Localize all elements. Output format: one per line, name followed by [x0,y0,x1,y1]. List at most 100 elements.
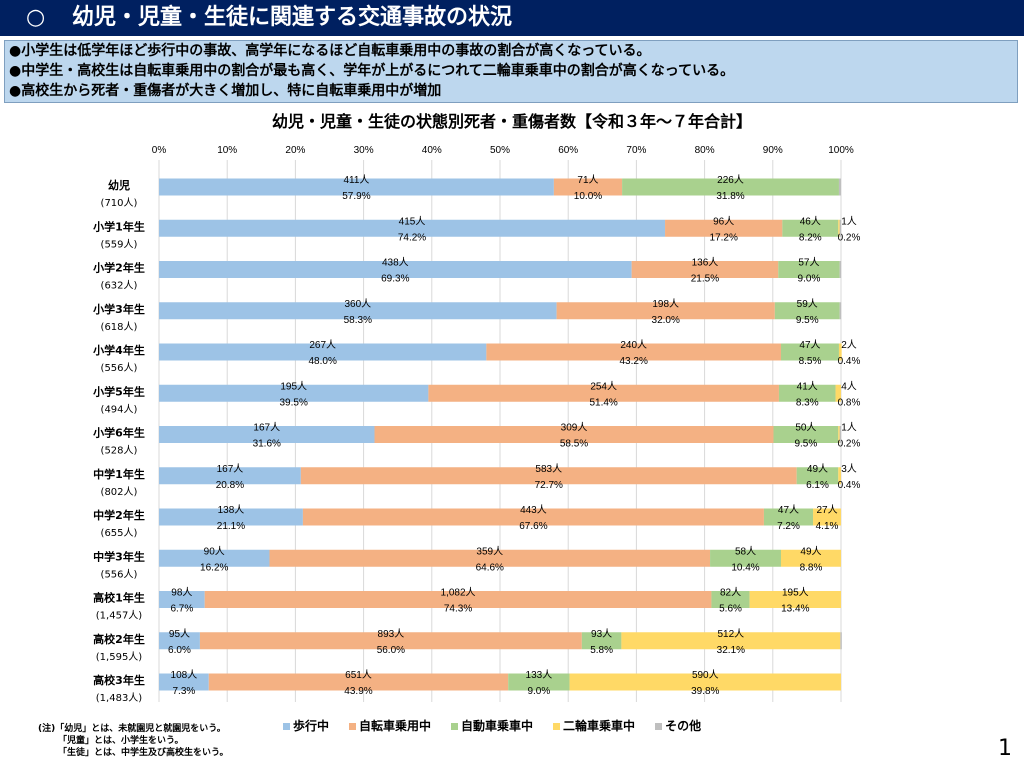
count-label: 893人 [378,628,405,640]
legend-label: 歩行中 [293,719,330,733]
x-tick-label: 60% [558,145,578,156]
count-label: 95人 [169,628,190,640]
count-label: 1人 [841,422,857,434]
bar-segment [159,632,200,650]
x-tick-label: 40% [422,145,442,156]
count-label: 50人 [795,422,816,434]
bar-segment [159,591,205,608]
chart-legend: 歩行中 自転車乗用中 自動車乗車中 二輪車乗車中 その他 [283,717,701,734]
percent-label: 0.2% [838,439,861,450]
category-label: 小学4年生 [92,343,145,357]
percent-label: 67.6% [519,521,547,532]
x-tick-label: 90% [763,145,783,156]
count-label: 226人 [717,174,744,186]
bar-segment [159,384,429,402]
percent-label: 21.1% [217,521,245,532]
x-tick-label: 100% [828,145,854,156]
count-label: 590人 [692,669,719,681]
count-label: 583人 [535,463,562,475]
bar-segment [159,261,632,278]
percent-label: 6.0% [168,645,191,656]
bar-segment [302,508,764,526]
bar-segment-other [839,426,842,443]
bar-segment [778,261,840,278]
legend-item: 自転車乗用中 [349,717,431,734]
footnote: (注)「幼児」とは、未就園児と就園児をいう。 「児童」とは、小学生をいう。 「生… [38,723,228,759]
percent-label: 13.4% [781,604,809,615]
x-tick-label: 20% [285,145,305,156]
page-number: 1 [998,736,1012,761]
bar-segment-other [840,632,842,650]
category-label: 高校3年生 [93,673,145,687]
bar-segment-other [839,219,842,237]
count-label: 138人 [218,504,245,516]
category-total: (556人) [101,568,138,580]
count-label: 411人 [343,174,369,186]
category-label: 小学6年生 [92,426,145,440]
bar-segment [553,178,623,196]
bar-segment [159,467,301,485]
category-label: 小学2年生 [92,261,145,275]
percent-label: 74.3% [444,604,472,615]
percent-label: 8.5% [799,356,822,367]
legend-item: その他 [655,717,701,734]
percent-label: 21.5% [691,274,719,285]
category-label: 中学3年生 [93,549,145,563]
bar-segment [269,549,711,567]
bar-segment [796,467,839,485]
legend-label: 自動車乗車中 [461,719,534,733]
category-total: (556人) [101,362,138,374]
count-label: 27人 [816,504,837,516]
bar-segment [813,508,841,526]
bar-segment [749,591,841,608]
percent-label: 10.4% [731,562,759,573]
chart-title: 幼児・児童・生徒の状態別死者・重傷者数【令和３年～７年合計】 [271,112,752,131]
category-total: (655人) [101,527,138,539]
bar-segment [300,467,797,485]
category-label: 小学1年生 [92,219,145,233]
count-label: 267人 [309,339,336,351]
count-label: 49人 [800,545,821,557]
percent-label: 72.7% [535,480,563,491]
x-tick-label: 70% [626,145,646,156]
percent-label: 8.8% [800,562,823,573]
bar-segment [774,302,840,320]
percent-label: 6.1% [806,480,829,491]
bar-segment [486,343,781,361]
category-total: (710人) [101,197,138,209]
category-total: (1,483人) [96,692,143,704]
count-label: 359人 [476,545,503,557]
bar-segment [782,219,839,237]
bar-segment [581,632,622,650]
percent-label: 0.4% [838,356,861,367]
category-total: (1,457人) [96,610,143,622]
percent-label: 0.4% [838,480,861,491]
bar-segment [159,673,209,691]
count-label: 93人 [591,628,612,640]
percent-label: 32.1% [717,645,745,656]
legend-label: 二輪車乗車中 [563,719,636,733]
legend-item: 二輪車乗車中 [553,717,635,734]
x-tick-label: 0% [152,145,167,156]
category-total: (618人) [101,321,138,333]
count-label: 1人 [841,215,857,227]
bar-segment [631,261,779,278]
percent-label: 16.2% [200,562,228,573]
percent-label: 32.0% [652,315,680,326]
percent-label: 31.6% [253,439,281,450]
count-label: 58人 [735,545,756,557]
bar-segment [199,632,582,650]
bar-segment [838,467,841,485]
count-label: 3人 [841,463,857,475]
bar-segment [838,426,840,443]
bar-segment [556,302,775,320]
legend-swatch [349,723,357,730]
bar-segment [835,384,841,402]
bar-segment [838,219,840,237]
count-label: 98人 [171,587,192,599]
category-label: 中学1年生 [93,467,145,481]
x-tick-label: 80% [695,145,715,156]
bar-segment [159,302,557,320]
summary-box: ●小学生は低学年ほど歩行中の事故、高学年になるほど自転車乗用中の事故の割合が高く… [4,40,1018,103]
percent-label: 58.5% [560,439,588,450]
